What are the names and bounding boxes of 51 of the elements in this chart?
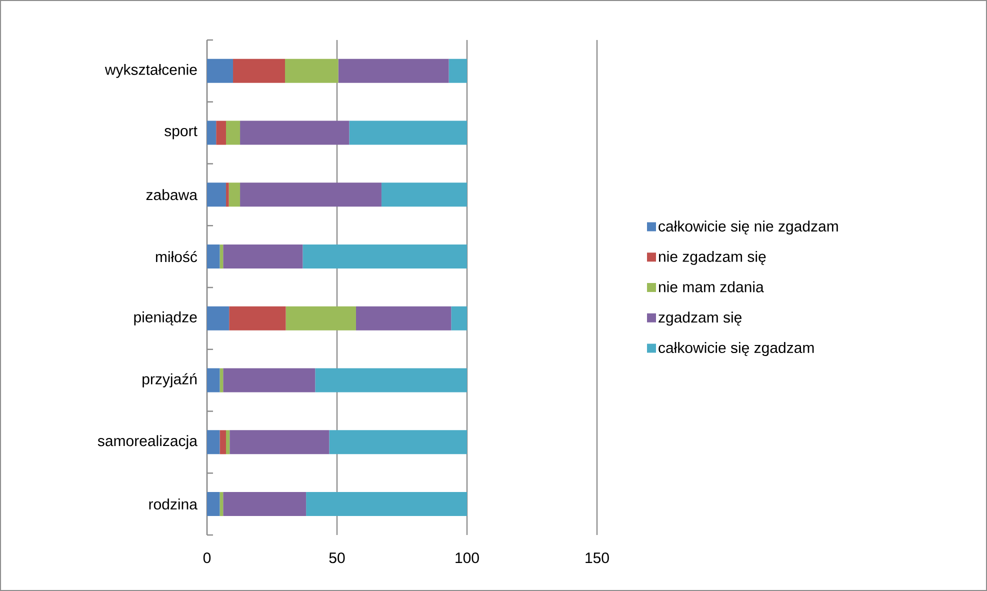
legend-label: nie zgadzam się (658, 250, 766, 265)
legend-label: całkowicie się zgadzam (658, 342, 814, 356)
y-tick-label: wykształcenie (104, 64, 197, 78)
bar (285, 58, 338, 83)
bar (207, 430, 220, 454)
bar (216, 120, 226, 145)
bar (220, 430, 226, 454)
bar (338, 58, 449, 83)
x-tick-label: 50 (329, 552, 345, 564)
bar (226, 120, 240, 145)
y-tick-label: pieniądze (134, 311, 197, 326)
bar (448, 58, 468, 83)
bar (226, 430, 230, 454)
bar (207, 306, 230, 330)
x-tick-label: 100 (456, 552, 479, 564)
bar (233, 58, 286, 83)
bar (207, 182, 226, 207)
y-tick-label: miłość (156, 250, 198, 262)
bar (207, 120, 216, 145)
bar (228, 182, 240, 207)
bar (207, 58, 234, 83)
x-tick-label: 0 (203, 552, 211, 564)
legend-label: całkowicie się nie zgadzam (658, 220, 838, 235)
bar (240, 120, 350, 145)
bar (306, 492, 468, 516)
y-tick-label: sport (164, 126, 198, 140)
bar (302, 244, 468, 269)
bar (207, 244, 220, 269)
y-tick-label: samorealizacja (98, 435, 198, 450)
bar (226, 182, 229, 207)
bar (349, 120, 468, 145)
bar (207, 492, 220, 516)
bar (451, 306, 468, 330)
bar (207, 368, 220, 392)
y-tick-label: przyjaźń (142, 373, 197, 388)
bar (240, 182, 382, 207)
y-tick-label: zabawa (146, 189, 198, 200)
bar (223, 368, 316, 392)
bar (223, 492, 306, 516)
bar (381, 182, 468, 207)
bar (356, 306, 452, 330)
bar (223, 244, 303, 269)
bar (230, 430, 330, 454)
bar (315, 368, 468, 392)
legend-label: nie mam zdania (658, 281, 764, 292)
bar (229, 306, 286, 330)
bar (286, 306, 356, 330)
bar (329, 430, 468, 454)
legend-label: zgadzam się (658, 312, 742, 326)
x-tick-label: 150 (586, 552, 609, 564)
y-tick-label: rodzina (149, 498, 198, 510)
